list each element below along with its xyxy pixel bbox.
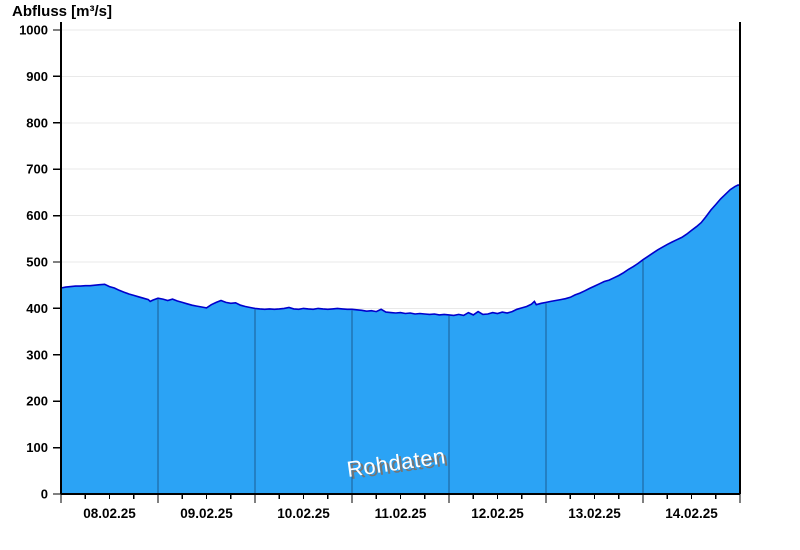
x-tick-label: 11.02.25 bbox=[375, 506, 427, 521]
day-separator-lines bbox=[157, 260, 644, 494]
y-axis-title: Abfluss [m³/s] bbox=[12, 3, 113, 20]
y-tick-label: 400 bbox=[26, 301, 48, 316]
x-tick-label: 12.02.25 bbox=[471, 506, 524, 521]
y-tick-label: 0 bbox=[41, 487, 48, 502]
y-tick-label: 800 bbox=[26, 115, 48, 130]
y-tick-label: 500 bbox=[26, 255, 48, 270]
area-series-outline bbox=[60, 184, 741, 317]
x-tick-label: 09.02.25 bbox=[180, 506, 233, 521]
x-tick-label: 08.02.25 bbox=[83, 506, 136, 521]
y-tick-label: 900 bbox=[26, 69, 48, 84]
y-tick-label: 1000 bbox=[19, 23, 48, 38]
y-tick-label: 300 bbox=[26, 347, 48, 362]
y-tick-label: 700 bbox=[26, 162, 48, 177]
x-tick-label: 13.02.25 bbox=[568, 506, 621, 521]
x-axis-ticks-labels: 08.02.25 09.02.25 10.02.25 11.02.25 12.02.25… bbox=[60, 494, 741, 521]
x-tick-label: 10.02.25 bbox=[277, 506, 330, 521]
x-tick-label: 14.02.25 bbox=[665, 506, 718, 521]
chart-generated-layers: 0 100 200 300 400 500 600 700 800 900 1000 08.02.25… bbox=[19, 22, 741, 521]
y-tick-label: 200 bbox=[26, 394, 48, 409]
y-tick-label: 100 bbox=[26, 440, 48, 455]
area-series-fill bbox=[61, 185, 740, 494]
y-axis-ticks-labels: 0 100 200 300 400 500 600 700 800 900 1000 bbox=[19, 23, 61, 502]
y-tick-label: 600 bbox=[26, 208, 48, 223]
